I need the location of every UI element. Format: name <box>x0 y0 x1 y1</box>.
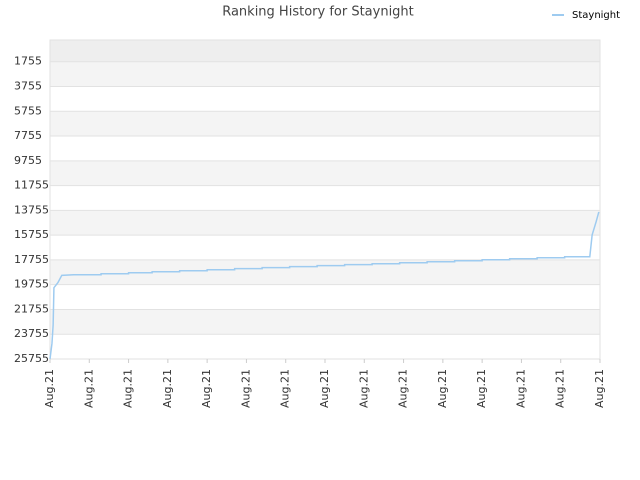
y-tick-label: 7755 <box>14 129 42 142</box>
x-tick-label: Aug.21 <box>161 369 174 408</box>
x-tick-label: Aug.21 <box>357 369 370 408</box>
band <box>50 235 600 260</box>
x-tick-label: Aug.21 <box>514 369 527 408</box>
x-tick-label: Aug.21 <box>554 369 567 408</box>
band <box>50 40 600 62</box>
band <box>50 210 600 236</box>
x-tick-label: Aug.21 <box>436 369 449 408</box>
band <box>50 136 600 161</box>
band <box>50 61 600 87</box>
y-tick-label: 25755 <box>14 352 49 365</box>
x-tick-label: Aug.21 <box>200 369 213 408</box>
x-tick-label: Aug.21 <box>593 369 606 408</box>
legend-label: Staynight <box>572 10 620 21</box>
band <box>50 160 600 186</box>
y-tick-label: 11755 <box>14 179 49 192</box>
x-tick-label: Aug.21 <box>397 369 410 408</box>
x-tick-label: Aug.21 <box>239 369 252 408</box>
y-tick-label: 13755 <box>14 203 49 216</box>
y-tick-label: 9755 <box>14 154 42 167</box>
y-tick-label: 5755 <box>14 104 42 117</box>
x-tick-label: Aug.21 <box>318 369 331 408</box>
band <box>50 185 600 211</box>
y-tick-label: 1755 <box>14 55 42 68</box>
x-tick-label: Aug.21 <box>475 369 488 408</box>
y-tick-label: 23755 <box>14 327 49 340</box>
y-tick-label: 17755 <box>14 253 49 266</box>
band <box>50 309 600 335</box>
band <box>50 284 600 310</box>
y-tick-label: 3755 <box>14 80 42 93</box>
x-tick-label: Aug.21 <box>82 369 95 408</box>
band <box>50 334 600 359</box>
chart-title: Ranking History for Staynight <box>222 5 414 20</box>
y-tick-label: 15755 <box>14 228 49 241</box>
band <box>50 86 600 112</box>
y-tick-label: 19755 <box>14 278 49 291</box>
y-tick-label: 21755 <box>14 302 49 315</box>
x-tick-label: Aug.21 <box>43 369 56 408</box>
band <box>50 111 600 137</box>
x-tick-label: Aug.21 <box>122 369 135 408</box>
x-tick-label: Aug.21 <box>279 369 292 408</box>
line <box>49 211 600 360</box>
